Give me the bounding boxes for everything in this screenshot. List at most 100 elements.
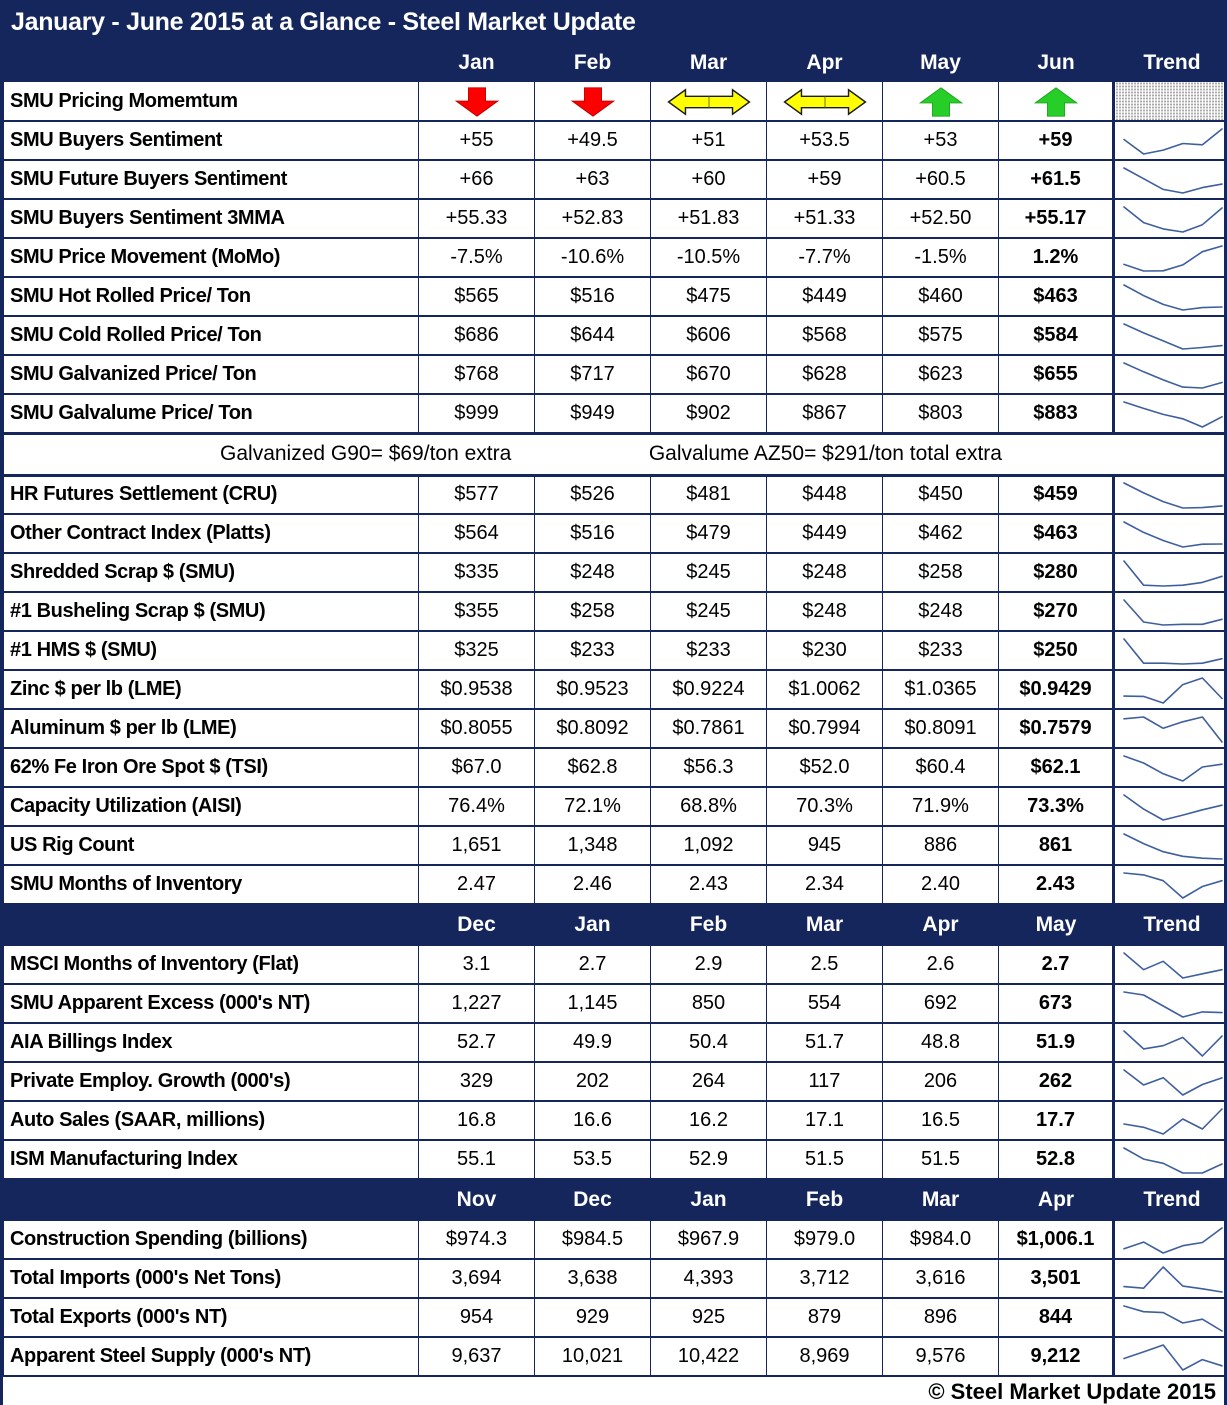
sparkline — [1122, 716, 1223, 743]
value-cell: +60.5 — [882, 159, 999, 200]
value-cell: 3,501 — [998, 1258, 1114, 1299]
table-row: US Rig Count 1,651 1,348 1,092 945 886 861 — [3, 825, 1224, 866]
table-row: SMU Cold Rolled Price/ Ton $686 $644 $606 $5… — [3, 315, 1224, 356]
value-cell: $526 — [534, 474, 651, 515]
value-cell: $867 — [766, 393, 883, 434]
trend-cell — [1112, 1297, 1224, 1338]
value-cell: 55.1 — [418, 1139, 535, 1180]
value-cell: $258 — [534, 591, 651, 632]
trend-cell — [1112, 1139, 1224, 1180]
sparkline — [1122, 638, 1223, 665]
trend-cell — [1112, 513, 1224, 554]
row-label: SMU Price Movement (MoMo) — [3, 237, 419, 278]
value-cell: $516 — [534, 276, 651, 317]
momentum-cell — [418, 80, 535, 122]
sparkline — [1122, 1344, 1223, 1371]
value-cell: 9,637 — [418, 1336, 535, 1377]
trend-cell — [1112, 669, 1224, 710]
row-label: Shredded Scrap $ (SMU) — [3, 552, 419, 593]
value-cell: $60.4 — [882, 747, 999, 788]
trend-cell — [1112, 198, 1224, 239]
sparkline — [1122, 872, 1223, 899]
value-cell: 49.9 — [534, 1022, 651, 1063]
table-row: Apparent Steel Supply (000's NT) 9,637 10,… — [3, 1336, 1224, 1377]
trend-cell — [1112, 747, 1224, 788]
header-row: Dec Jan Feb Mar Apr May Trend — [3, 903, 1224, 946]
value-cell: +59 — [998, 120, 1114, 161]
value-cell: 2.34 — [766, 864, 883, 905]
momentum-cell — [998, 80, 1114, 122]
sparkline — [1122, 1069, 1223, 1096]
trend-cell — [1112, 786, 1224, 827]
value-cell: $803 — [882, 393, 999, 434]
value-cell: 52.7 — [418, 1022, 535, 1063]
value-cell: 850 — [650, 983, 767, 1024]
value-cell: $463 — [998, 513, 1114, 554]
trend-cell — [1112, 944, 1224, 985]
month-header: Apr — [882, 903, 999, 946]
table-row: ISM Manufacturing Index 55.1 53.5 52.9 51.5 5… — [3, 1139, 1224, 1180]
value-cell: 51.7 — [766, 1022, 883, 1063]
value-cell: $481 — [650, 474, 767, 515]
table-row: Private Employ. Growth (000's) 329 202 264 1… — [3, 1061, 1224, 1102]
value-cell: 4,393 — [650, 1258, 767, 1299]
up-arrow-icon — [1033, 87, 1078, 117]
sparkline — [1122, 560, 1223, 587]
value-cell: 896 — [882, 1297, 999, 1338]
row-label: Auto Sales (SAAR, millions) — [3, 1100, 419, 1141]
value-cell: $67.0 — [418, 747, 535, 788]
value-cell: $459 — [998, 474, 1114, 515]
value-cell: 1.2% — [998, 237, 1114, 278]
month-header: Apr — [766, 45, 883, 82]
value-cell: +55 — [418, 120, 535, 161]
value-cell: 17.7 — [998, 1100, 1114, 1141]
sparkline — [1122, 1147, 1223, 1174]
value-cell: 2.40 — [882, 864, 999, 905]
row-label: SMU Months of Inventory — [3, 864, 419, 905]
value-cell: $463 — [998, 276, 1114, 317]
row-label: SMU Hot Rolled Price/ Ton — [3, 276, 419, 317]
trend-cell — [1112, 393, 1224, 434]
trend-cell — [1112, 825, 1224, 866]
sparkline — [1122, 677, 1223, 704]
table-row: SMU Months of Inventory 2.47 2.46 2.43 2.34 2… — [3, 864, 1224, 905]
value-cell: 68.8% — [650, 786, 767, 827]
value-cell: 8,969 — [766, 1336, 883, 1377]
value-cell: 2.43 — [998, 864, 1114, 905]
value-cell: 1,651 — [418, 825, 535, 866]
value-cell: 861 — [998, 825, 1114, 866]
sparkline — [1122, 1227, 1223, 1254]
value-cell: $230 — [766, 630, 883, 671]
value-cell: $335 — [418, 552, 535, 593]
up-arrow-icon — [918, 87, 963, 117]
month-header: Jun — [998, 45, 1114, 82]
table-row: #1 Busheling Scrap $ (SMU) $355 $258 $245 $2… — [3, 591, 1224, 632]
table-row: Auto Sales (SAAR, millions) 16.8 16.6 16.2 1… — [3, 1100, 1224, 1141]
row-label: #1 HMS $ (SMU) — [3, 630, 419, 671]
footer: © Steel Market Update 2015 — [3, 1377, 1224, 1405]
value-cell: 673 — [998, 983, 1114, 1024]
value-cell: +63 — [534, 159, 651, 200]
trend-cell — [1112, 1100, 1224, 1141]
sparkline — [1122, 794, 1223, 821]
trend-header: Trend — [1113, 1178, 1224, 1221]
value-cell: 71.9% — [882, 786, 999, 827]
month-header: Jan — [418, 45, 535, 82]
month-header: Jan — [650, 1178, 767, 1221]
table-row: Other Contract Index (Platts) $564 $516 $47… — [3, 513, 1224, 554]
sparkline — [1122, 599, 1223, 626]
sparkline — [1122, 245, 1223, 272]
value-cell: +59 — [766, 159, 883, 200]
value-cell: $270 — [998, 591, 1114, 632]
value-cell: $768 — [418, 354, 535, 395]
value-cell: 692 — [882, 983, 999, 1024]
value-cell: $52.0 — [766, 747, 883, 788]
row-label: ISM Manufacturing Index — [3, 1139, 419, 1180]
value-cell: $0.7861 — [650, 708, 767, 749]
value-cell: $949 — [534, 393, 651, 434]
market-table: Jan Feb Mar Apr May Jun Trend SMU Pricing Momem… — [3, 45, 1224, 1377]
page-title: January - June 2015 at a Glance - Steel … — [3, 0, 1224, 45]
value-cell: $974.3 — [418, 1219, 535, 1260]
value-cell: $462 — [882, 513, 999, 554]
